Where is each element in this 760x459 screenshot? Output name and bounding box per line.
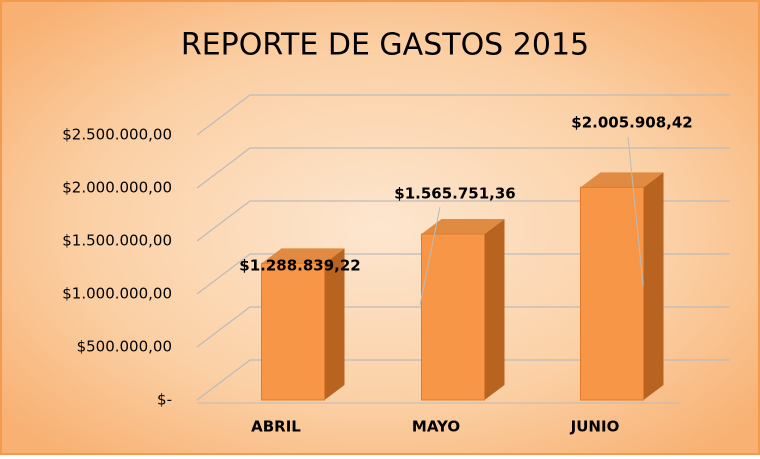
grid-line — [196, 253, 730, 295]
y-tick-label: $1.500.000,00 — [62, 232, 172, 250]
bar-side — [484, 219, 505, 400]
bar-top — [261, 248, 345, 264]
x-tick-label: ABRIL — [251, 418, 301, 436]
y-tick-label: $2.500.000,00 — [62, 126, 172, 144]
grid-line — [196, 200, 730, 242]
grid-line — [196, 359, 730, 401]
grid-line — [196, 147, 730, 189]
x-tick-label: MAYO — [412, 418, 460, 436]
grid-line — [196, 306, 730, 348]
bar — [421, 233, 485, 401]
bar — [261, 262, 325, 401]
bar-side — [324, 248, 345, 400]
plot-area: $- $500.000,00 $1.000.000,00 $1.500.000,00 $… — [62, 94, 730, 436]
bar — [580, 186, 644, 401]
bar-top — [580, 172, 664, 188]
y-tick-label: $500.000,00 — [77, 338, 172, 356]
leader-line — [419, 206, 441, 306]
chart-title: REPORTE DE GASTOS 2015 — [181, 28, 589, 63]
y-tick-label: $2.000.000,00 — [62, 179, 172, 197]
data-label: $2.005.908,42 — [571, 114, 692, 132]
grid-line — [196, 94, 730, 136]
data-label: $1.565.751,36 — [394, 185, 515, 203]
data-label: $1.288.839,22 — [239, 257, 360, 275]
bar-top — [421, 219, 505, 235]
x-tick-label: JUNIO — [570, 418, 620, 436]
y-tick-label: $1.000.000,00 — [62, 285, 172, 303]
y-tick-label: $- — [157, 391, 172, 409]
leader-line — [627, 136, 644, 286]
bar-side — [643, 172, 664, 400]
